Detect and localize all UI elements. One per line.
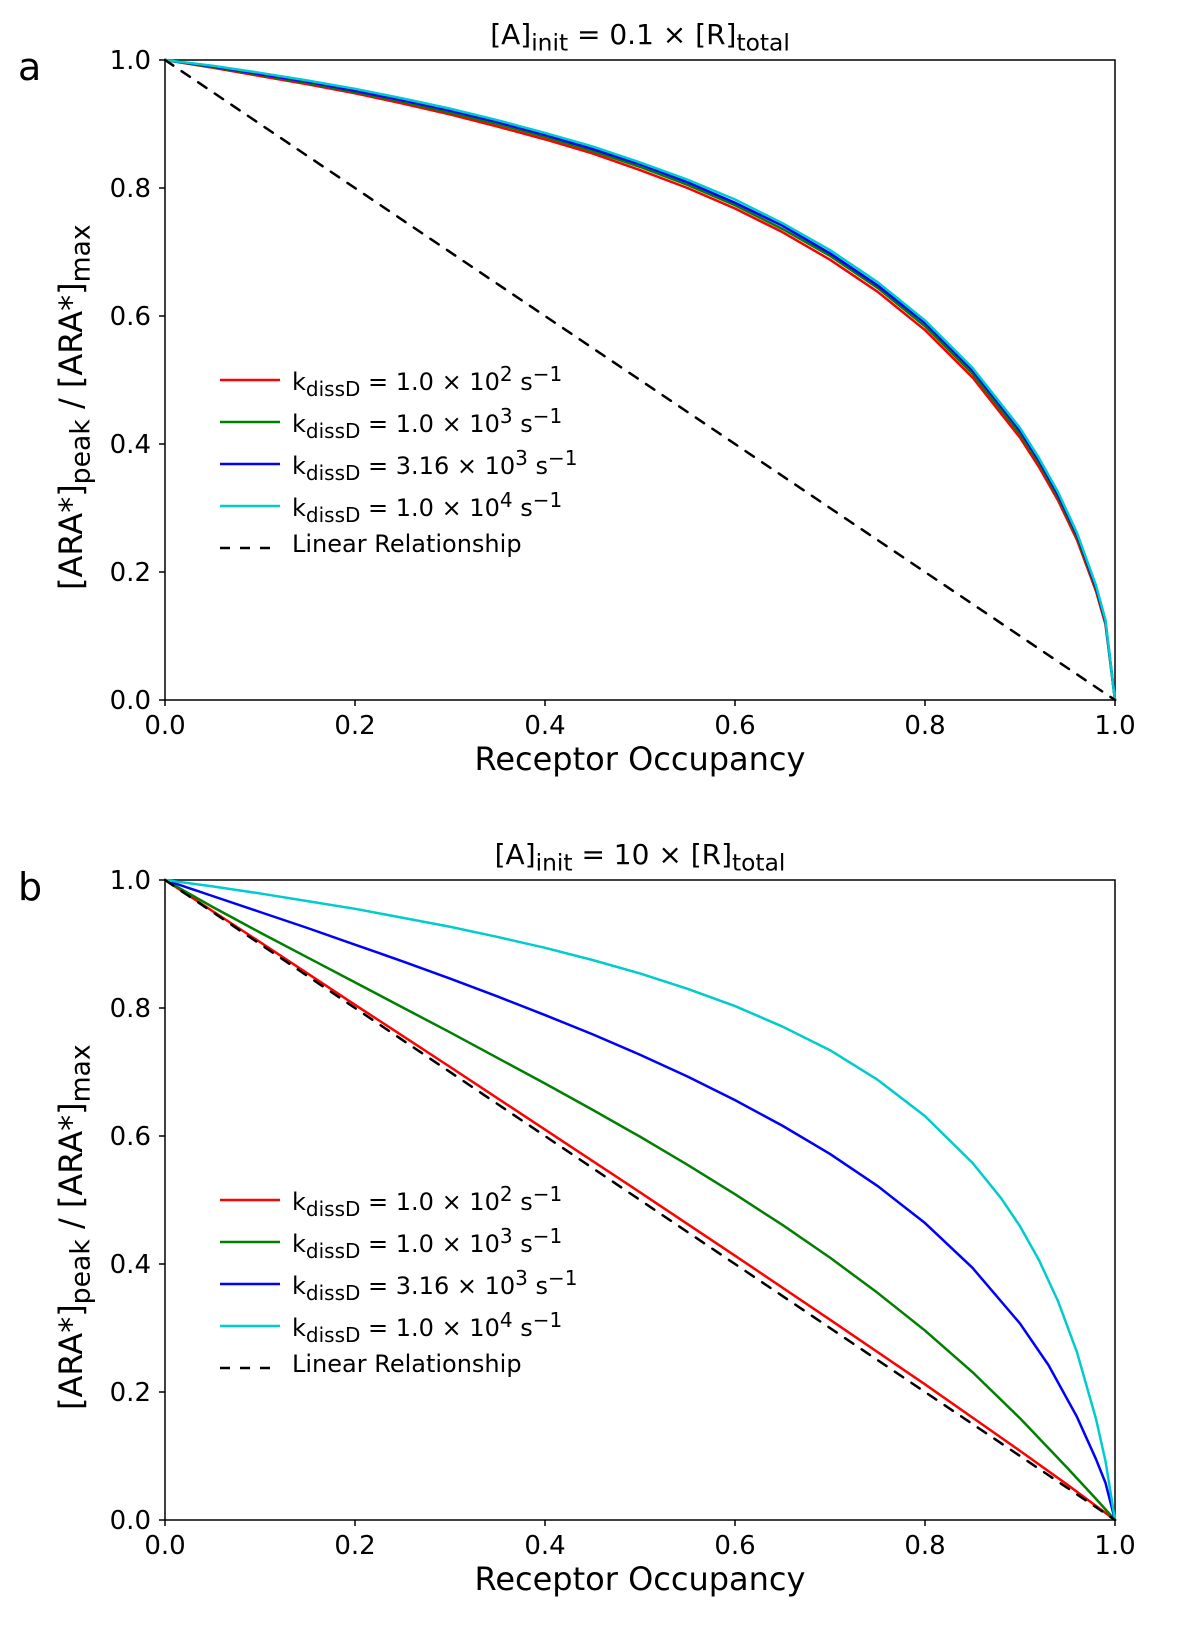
svg-text:0.4: 0.4 — [110, 1250, 151, 1280]
panel-b-plot: 0.00.20.40.60.81.00.00.20.40.60.81.0kdis… — [0, 0, 1181, 1637]
panel-b-xlabel: Receptor Occupancy — [165, 1560, 1115, 1598]
svg-text:0.2: 0.2 — [110, 1378, 151, 1408]
svg-text:0.4: 0.4 — [524, 1531, 565, 1561]
svg-text:0.2: 0.2 — [334, 1531, 375, 1561]
svg-text:0.6: 0.6 — [110, 1122, 151, 1152]
figure-container: a [A]init = 0.1 × [R]total [ARA*]peak / … — [0, 0, 1181, 1637]
svg-text:0.8: 0.8 — [110, 994, 151, 1024]
svg-text:1.0: 1.0 — [1094, 1531, 1135, 1561]
svg-text:0.6: 0.6 — [714, 1531, 755, 1561]
svg-text:1.0: 1.0 — [110, 866, 151, 896]
svg-text:0.0: 0.0 — [110, 1506, 151, 1536]
svg-text:0.8: 0.8 — [904, 1531, 945, 1561]
